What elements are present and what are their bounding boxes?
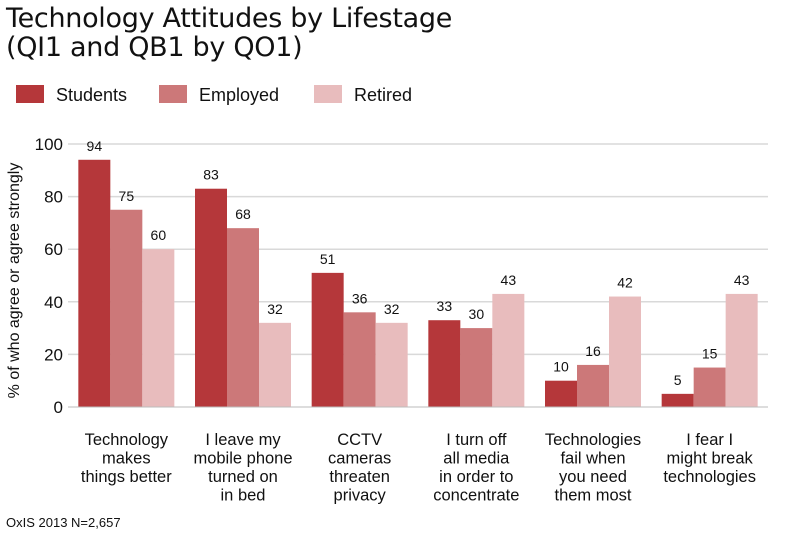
x-category-label-line: mobile phone [193,450,292,468]
data-label-employed-6: 15 [702,346,718,362]
x-category-label-line: in order to [439,468,513,486]
data-label-employed-2: 68 [235,206,251,222]
x-category-label-line: you need [559,468,627,486]
x-category-label-line: them most [554,487,631,505]
x-category-label-line: turned on [208,468,278,486]
legend-label-students: Students [56,85,128,105]
bar-retired-3 [375,322,408,407]
bar-employed-3 [343,312,376,407]
data-label-retired-2: 32 [267,301,283,317]
y-tick-label: 40 [44,293,63,312]
data-label-retired-3: 32 [384,301,400,317]
bar-students-4 [428,320,461,407]
x-category-label-2: I leave my mobile phone turned on in bed [193,431,292,505]
legend-swatch-retired [314,85,342,103]
data-label-students-6: 5 [674,372,682,388]
bar-students-1 [78,159,111,407]
bar-employed-4 [460,328,493,407]
x-category-label-line: I turn off [446,431,507,449]
legend-label-employed: Employed [199,85,280,105]
legend-label-retired: Retired [354,85,413,105]
x-category-label-line: all media [443,450,510,468]
x-category-label-3: CCTV cameras threaten privacy [328,431,391,505]
data-label-students-4: 33 [437,298,453,314]
x-category-label-line: makes [102,450,151,468]
data-label-employed-1: 75 [119,188,135,204]
chart-title-line-2: (QI1 and QB1 by QO1) [6,32,303,63]
legend-swatch-students [16,85,44,103]
x-category-label-1: Technology makes things better [81,431,172,486]
x-category-label-line: I leave my [205,431,281,449]
x-category-label-line: I fear I [686,431,733,449]
data-label-retired-1: 60 [151,227,167,243]
data-label-students-3: 51 [320,251,336,267]
data-label-employed-5: 16 [585,343,601,359]
bar-retired-4 [492,293,525,407]
data-label-employed-3: 36 [352,290,368,306]
data-label-students-5: 10 [553,359,569,375]
x-category-label-line: fail when [560,450,625,468]
x-category-label-line: concentrate [433,487,519,505]
y-tick-label: 100 [35,135,63,154]
data-label-students-2: 83 [203,167,219,183]
y-axis-label: % of who agree or agree strongly [6,163,23,399]
footer-source: OxIS 2013 N=2,657 [6,515,121,530]
bar-retired-1 [142,249,175,407]
legend-swatch-employed [159,85,187,103]
data-label-retired-6: 43 [734,272,750,288]
bar-employed-1 [110,209,143,407]
x-category-label-line: things better [81,468,172,486]
x-category-label-4: I turn off all media in order to concentrat… [433,431,519,505]
bar-employed-2 [227,228,259,407]
x-category-label-line: cameras [328,450,391,468]
x-category-label-line: might break [667,450,754,468]
bar-students-5 [545,380,577,407]
bar-students-3 [311,272,344,407]
x-category-label-line: Technologies [545,431,641,449]
x-category-label-line: in bed [221,487,266,505]
y-tick-label: 80 [44,188,63,207]
x-category-label-line: privacy [334,487,387,505]
data-label-employed-4: 30 [469,306,485,322]
y-tick-label: 20 [44,345,63,364]
bar-retired-2 [259,322,291,407]
bar-employed-6 [693,367,726,407]
y-tick-label: 60 [44,240,63,259]
x-category-label-line: technologies [663,468,756,486]
data-label-students-1: 94 [87,138,103,154]
x-category-label-line: Technology [85,431,169,449]
bar-employed-5 [577,364,609,407]
bar-students-6 [661,393,694,407]
x-category-label-line: CCTV [337,431,382,449]
chart-title-line-1: Technology Attitudes by Lifestage [6,3,453,34]
y-tick-label: 0 [54,398,63,417]
x-category-label-5: Technologies fail when you need them most [545,431,641,505]
bar-retired-6 [725,293,758,407]
data-label-retired-5: 42 [617,275,633,291]
bar-retired-5 [609,296,641,407]
chart-title: Technology Attitudes by Lifestage (QI1 a… [6,4,452,62]
x-category-label-line: threaten [329,468,390,486]
bar-students-2 [195,188,227,407]
data-label-retired-4: 43 [501,272,517,288]
